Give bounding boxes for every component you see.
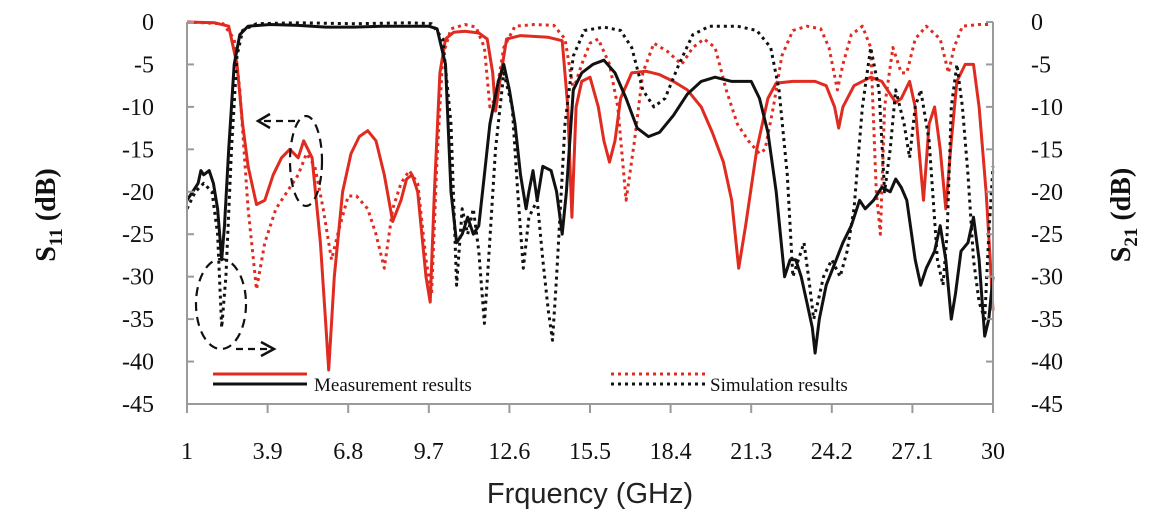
x-tick-label: 6.8 <box>333 439 363 465</box>
x-axis-title: Frquency (GHz) <box>487 478 693 510</box>
legend-simulation-label: Simulation results <box>710 375 848 396</box>
left-y-axis-title: S11 (dB) <box>31 168 67 261</box>
x-tick-label: 1 <box>181 439 193 465</box>
x-tick-label: 3.9 <box>253 439 283 465</box>
left-y-tick-label: -20 <box>122 180 154 206</box>
right-y-tick-label: -40 <box>1031 350 1063 376</box>
right-y-tick-label: -35 <box>1031 307 1063 333</box>
s21-annotation-ellipse <box>194 257 248 351</box>
left-y-tick-label: -30 <box>122 265 154 291</box>
plot-series <box>185 20 995 372</box>
right-y-tick-label: -10 <box>1031 95 1063 121</box>
left-y-tick-label: -35 <box>122 307 154 333</box>
left-y-tick-label: 0 <box>142 10 154 36</box>
x-tick-label: 15.5 <box>569 439 611 465</box>
left-y-tick-label: -15 <box>122 137 154 163</box>
right-y-tick-label: 0 <box>1031 10 1043 36</box>
right-y-tick-label: -25 <box>1031 222 1063 248</box>
right-y-tick-label: -5 <box>1031 52 1051 78</box>
x-tick-label: 9.7 <box>414 439 444 465</box>
x-tick-label: 27.1 <box>891 439 933 465</box>
series-line-black-solid <box>185 23 995 355</box>
annotation-marks <box>194 112 324 358</box>
s21-arrowhead-icon <box>260 340 277 358</box>
right-y-tick-label: -20 <box>1031 180 1063 206</box>
right-y-tick-label: -30 <box>1031 265 1063 291</box>
series-line-red-solid <box>186 20 995 372</box>
series-line-black-dotted <box>185 21 995 342</box>
x-tick-label: 24.2 <box>811 439 853 465</box>
series-line-red-dotted <box>186 20 993 296</box>
right-y-tick-label: -45 <box>1031 392 1063 418</box>
s11-arrowhead-icon <box>255 112 271 130</box>
left-y-tick-label: -25 <box>122 222 154 248</box>
left-y-tick-label: -5 <box>134 52 154 78</box>
s11-annotation-ellipse <box>288 114 324 208</box>
x-tick-label: 18.4 <box>650 439 692 465</box>
left-y-tick-label: -45 <box>122 392 154 418</box>
x-tick-label: 21.3 <box>730 439 772 465</box>
x-tick-label: 12.6 <box>488 439 530 465</box>
left-y-tick-label: -10 <box>122 95 154 121</box>
right-y-tick-label: -15 <box>1031 137 1063 163</box>
axis-ticks: 0 0 -5 -5 -10 -10 -15 -15 -20 -20 -25 -25 -30 -30 -35 -… <box>122 10 1063 465</box>
legend-measurement-label: Measurement results <box>314 375 472 396</box>
x-tick-label: 30 <box>981 439 1005 465</box>
legend: Measurement results Simulation results <box>213 372 848 396</box>
right-y-axis-title: S21 (dB) <box>1106 168 1142 262</box>
left-y-tick-label: -40 <box>122 350 154 376</box>
